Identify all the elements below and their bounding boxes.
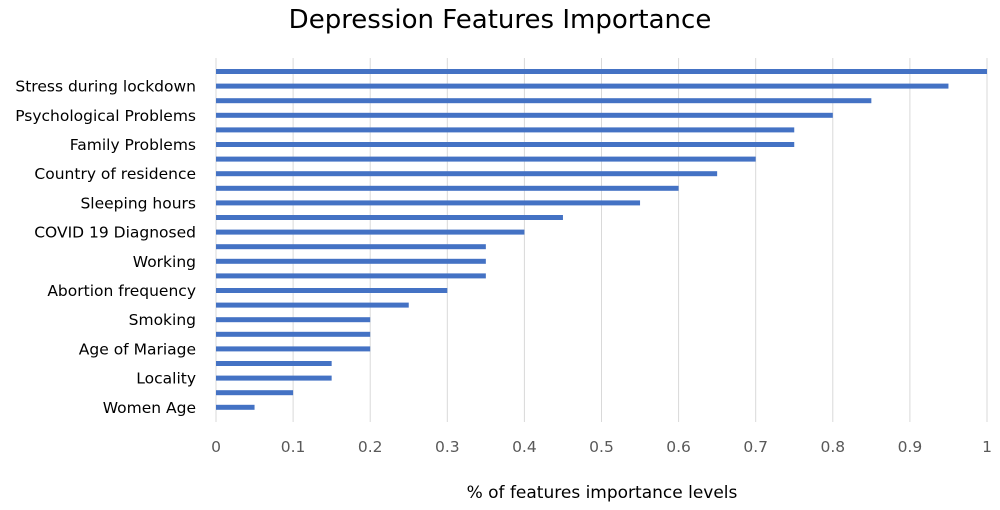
x-tick-label: 0.9 (898, 438, 923, 456)
chart-title: Depression Features Importance (289, 5, 712, 35)
category-label: Country of residence (34, 165, 196, 183)
bar (216, 98, 872, 104)
x-tick-label: 0.2 (358, 438, 383, 456)
bar (216, 404, 255, 410)
category-label: Women Age (103, 399, 196, 417)
bar (216, 215, 563, 220)
category-labels: Stress during lockdown Psychological Prob… (15, 78, 196, 417)
category-label: Working (133, 253, 196, 271)
x-tick-label: 0 (211, 438, 221, 456)
bar (216, 288, 448, 293)
bar (216, 273, 486, 279)
category-label: Stress during lockdown (15, 78, 196, 96)
bar (216, 112, 833, 118)
bar (216, 127, 795, 133)
x-tick-label: 0.7 (743, 438, 768, 456)
x-tick-label: 0.6 (666, 438, 691, 456)
bar (216, 302, 409, 308)
category-label: Sleeping hours (80, 194, 196, 212)
bar (216, 390, 294, 396)
bar (216, 346, 371, 352)
bar (216, 69, 987, 74)
bar (216, 142, 795, 147)
category-label: COVID 19 Diagnosed (34, 224, 196, 242)
category-label: Smoking (129, 311, 196, 329)
x-tick-label: 0.1 (281, 438, 306, 456)
x-tick-label: 0.8 (820, 438, 845, 456)
bars (216, 69, 987, 410)
category-label: Abortion frequency (47, 282, 196, 300)
category-label: Psychological Problems (15, 107, 196, 125)
bar (216, 229, 525, 235)
bar (216, 258, 486, 264)
x-tick-label: 0.3 (435, 438, 460, 456)
category-label: Family Problems (70, 136, 196, 154)
category-label: Locality (136, 370, 196, 388)
x-tick-labels: 0 0.1 0.2 0.3 0.4 0.5 0.6 0.7 0.8 0.9 1 (211, 438, 992, 456)
bar (216, 171, 718, 177)
bar (216, 83, 949, 89)
bar (216, 331, 371, 337)
bar (216, 361, 332, 366)
bar (216, 375, 332, 381)
x-tick-label: 0.4 (512, 438, 537, 456)
x-tick-label: 1 (982, 438, 992, 456)
bar (216, 156, 756, 162)
bar (216, 317, 371, 323)
bar (216, 244, 486, 250)
bar (216, 200, 641, 206)
bar (216, 185, 679, 191)
x-tick-label: 0.5 (589, 438, 614, 456)
gridlines (215, 58, 988, 422)
x-axis-title: % of features importance levels (467, 483, 738, 503)
category-label: Age of Mariage (79, 340, 196, 358)
